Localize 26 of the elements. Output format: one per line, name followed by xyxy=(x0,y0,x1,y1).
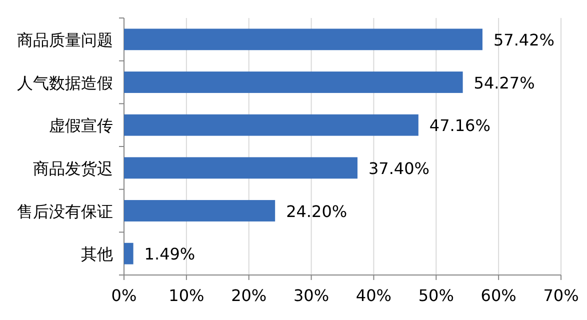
y-tick-label: 人气数据造假 xyxy=(17,73,113,92)
data-label: 54.27% xyxy=(474,73,535,92)
bar xyxy=(124,242,134,264)
bar xyxy=(124,157,358,179)
x-tick-label: 70% xyxy=(543,286,579,305)
x-tick-label: 30% xyxy=(294,286,330,305)
data-label: 1.49% xyxy=(144,244,196,264)
x-tick-label: 20% xyxy=(231,286,267,305)
y-tick-label: 商品发货迟 xyxy=(33,158,113,178)
x-tick-label: 50% xyxy=(418,286,454,305)
y-tick-label: 商品质量问题 xyxy=(17,30,113,50)
data-label: 24.20% xyxy=(286,202,348,221)
y-tick-label: 虚假宣传 xyxy=(49,116,113,136)
bar xyxy=(124,200,276,222)
x-tick-label: 10% xyxy=(168,286,204,305)
x-tick-label: 60% xyxy=(480,286,516,305)
data-label: 37.40% xyxy=(368,158,430,178)
data-label: 57.42% xyxy=(493,30,554,50)
bar xyxy=(124,72,463,93)
bar xyxy=(124,28,482,50)
bar xyxy=(124,114,418,136)
x-tick-label: 0% xyxy=(111,286,137,305)
x-tick-label: 40% xyxy=(356,286,392,305)
y-tick-label: 其他 xyxy=(81,244,113,264)
data-label: 47.16% xyxy=(429,116,490,136)
y-tick-label: 售后没有保证 xyxy=(17,202,113,221)
